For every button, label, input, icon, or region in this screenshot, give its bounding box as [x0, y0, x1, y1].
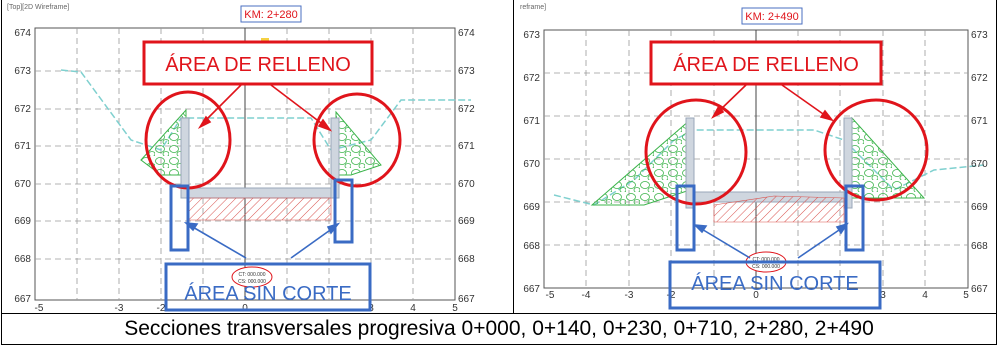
svg-text:671: 671	[971, 116, 988, 127]
svg-text:5: 5	[452, 303, 458, 313]
km-label: KM: 2+280	[244, 9, 298, 21]
y-ticks-left: 674 673 672 671 670 669 668 667	[14, 28, 31, 305]
svg-text:667: 667	[971, 284, 988, 295]
center-label-2: CS: 000.000	[238, 279, 266, 285]
view-label: reframe]	[520, 4, 546, 11]
fill-area-callout	[142, 40, 374, 86]
svg-text:671: 671	[14, 141, 31, 152]
svg-text:-3: -3	[115, 303, 124, 313]
svg-text:670: 670	[458, 179, 475, 190]
nocut-arrows	[692, 222, 849, 259]
nocut-label: ÁREA SIN CORTE	[184, 282, 351, 305]
svg-text:669: 669	[14, 216, 31, 227]
svg-text:-4: -4	[582, 290, 591, 301]
y-ticks-right: 674 673 672 671 670 669 668 667	[458, 28, 475, 305]
svg-text:672: 672	[523, 73, 540, 84]
svg-text:674: 674	[458, 28, 475, 39]
center-marker	[231, 266, 273, 288]
svg-text:-3: -3	[625, 290, 634, 301]
nocut-arrows	[183, 222, 341, 259]
svg-text:670: 670	[971, 159, 988, 170]
nocut-callout	[164, 262, 372, 312]
svg-text:668: 668	[523, 241, 540, 252]
fill-circle-right	[312, 92, 402, 188]
cross-section-left: CT: 000.000 CS: 000.000 [Top][2D Wirefra…	[1, 0, 513, 313]
fill-area-left	[140, 108, 187, 176]
svg-text:0: 0	[753, 290, 759, 301]
svg-text:-5: -5	[35, 303, 44, 313]
nocut-box-left	[169, 184, 190, 252]
wall-right	[843, 117, 853, 209]
y-ticks-right: 673 672 671 670 669 668 667	[971, 30, 988, 295]
wall-left	[180, 117, 190, 199]
svg-text:670: 670	[14, 179, 31, 190]
svg-text:3: 3	[880, 290, 886, 301]
cross-section-right: CT: 000.000 CS: 000.000 reframe] KM: 2+4…	[514, 0, 997, 313]
km-label: KM: 2+490	[745, 11, 799, 23]
svg-text:674: 674	[14, 28, 31, 39]
center-label-1: CT: 000.000	[753, 257, 780, 263]
svg-text:668: 668	[971, 241, 988, 252]
fill-circle-left	[644, 98, 748, 206]
km-box	[741, 7, 803, 25]
svg-text:669: 669	[458, 216, 475, 227]
svg-text:667: 667	[14, 294, 31, 305]
svg-text:0: 0	[242, 303, 248, 313]
fill-area-left	[590, 118, 691, 206]
wall-left	[685, 117, 695, 209]
caption: Secciones transversales progresiva 0+000…	[124, 317, 874, 340]
center-label-1: CT: 000.000	[239, 272, 266, 278]
fill-arrows	[711, 84, 835, 122]
svg-text:667: 667	[458, 294, 475, 305]
cut-hatch	[713, 195, 845, 223]
nocut-box-right	[333, 178, 354, 244]
fill-area-label: ÁREA DE RELLENO	[673, 53, 859, 76]
nocut-box-right	[844, 184, 865, 252]
slab	[188, 187, 332, 199]
svg-text:667: 667	[523, 284, 540, 295]
terrain-line	[60, 69, 471, 151]
fill-arrows	[197, 84, 333, 132]
panel-divider	[513, 0, 514, 313]
svg-text:673: 673	[971, 30, 988, 41]
svg-text:672: 672	[971, 73, 988, 84]
nocut-callout	[668, 260, 882, 310]
svg-text:673: 673	[523, 30, 540, 41]
svg-text:5: 5	[963, 290, 969, 301]
y-ticks-left: 673 672 671 670 669 668 667	[523, 30, 540, 295]
nocut-label: ÁREA SIN CORTE	[691, 272, 858, 295]
svg-text:4: 4	[410, 303, 416, 313]
svg-text:669: 669	[971, 202, 988, 213]
figure-border	[1, 0, 997, 313]
svg-text:671: 671	[523, 116, 540, 127]
svg-text:-2: -2	[157, 303, 166, 313]
fill-area-callout	[649, 40, 883, 86]
view-label: [Top][2D Wireframe]	[7, 4, 69, 11]
svg-text:670: 670	[523, 159, 540, 170]
svg-text:672: 672	[14, 104, 31, 115]
svg-text:4: 4	[922, 290, 928, 301]
svg-text:668: 668	[14, 254, 31, 265]
svg-text:-5: -5	[546, 290, 555, 301]
caption-box: Secciones transversales progresiva 0+000…	[1, 313, 997, 345]
center-label-2: CS: 000.000	[752, 264, 780, 270]
nocut-box-left	[675, 184, 696, 252]
svg-text:669: 669	[523, 202, 540, 213]
svg-text:671: 671	[458, 141, 475, 152]
km-box	[240, 5, 302, 23]
svg-text:668: 668	[458, 254, 475, 265]
cut-hatch	[188, 197, 332, 221]
fill-area-right	[335, 110, 382, 176]
svg-text:672: 672	[458, 104, 475, 115]
fill-circle-right	[823, 98, 929, 202]
svg-text:673: 673	[458, 66, 475, 77]
svg-text:673: 673	[14, 66, 31, 77]
fill-area-label: ÁREA DE RELLENO	[165, 53, 351, 76]
